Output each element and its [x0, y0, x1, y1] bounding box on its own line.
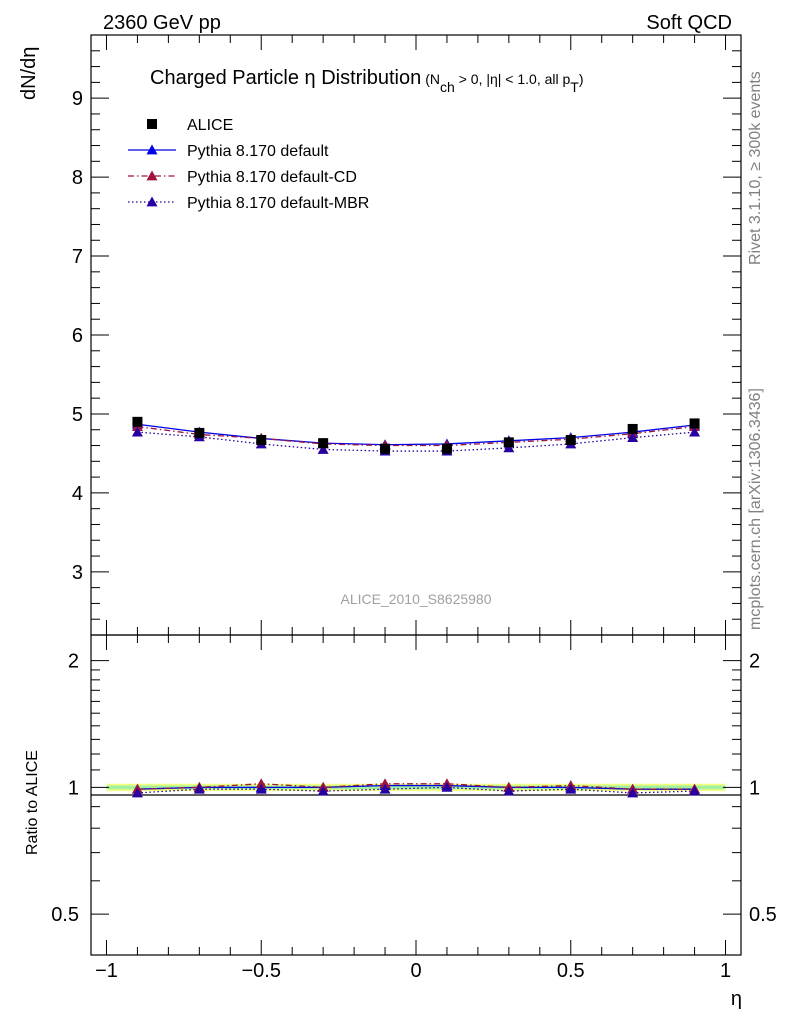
y-tick-label-ratio-right: 1: [749, 777, 760, 799]
point-mbr: [627, 787, 639, 798]
band-inner: [106, 785, 726, 790]
x-tick-label: −0.5: [241, 960, 280, 982]
y-tick-label-ratio: 2: [68, 651, 79, 673]
plot-title-cond-b: > 0, |η| < 1.0, all p: [455, 71, 571, 87]
point-mbr: [255, 783, 267, 794]
y-tick-label-ratio-right: 2: [749, 651, 760, 673]
plot-title-cond-a: (N: [425, 71, 440, 87]
y-tick-label-main: 6: [72, 325, 83, 347]
point-mbr: [441, 781, 453, 792]
point-alice: [503, 437, 514, 448]
point-mbr: [317, 785, 329, 796]
series-line-default: [137, 423, 695, 446]
y-tick-label-main: 8: [72, 167, 83, 189]
point-mbr: [689, 785, 701, 796]
series-line-cd: [137, 783, 695, 790]
point-mbr: [503, 785, 515, 796]
x-tick-label: 0.5: [557, 960, 585, 982]
plot-title-cond-c: ): [579, 71, 584, 87]
y-tick-label-ratio: 1: [68, 777, 79, 799]
y-tick-label-main: 4: [72, 483, 83, 505]
legend-label-cd: Pythia 8.170 default-CD: [187, 169, 357, 186]
point-alice: [318, 438, 329, 449]
axis-tick-labels: −1 −0.5 0 0.5 1 3 4 5 6 7 8 9 0.5 0.5 1 1 2 2: [51, 88, 777, 982]
analysis-watermark: ALICE_2010_S8625980: [340, 591, 491, 607]
legend-marker-alice: [147, 119, 157, 129]
y-tick-label-ratio-right: 0.5: [749, 904, 777, 926]
point-mbr: [379, 783, 391, 794]
y-tick-label-main: 5: [72, 404, 83, 426]
axis-ticks: [91, 34, 741, 955]
point-alice: [380, 443, 391, 454]
ratio-uncertainty-band: [106, 783, 726, 792]
plot-title-cond-sub: ch: [440, 79, 455, 95]
point-mbr: [627, 432, 639, 443]
y-tick-label-main: 3: [72, 562, 83, 584]
point-alice: [627, 423, 638, 434]
header-left: 2360 GeV pp: [103, 12, 221, 34]
x-tick-label: 1: [720, 960, 731, 982]
plot-title-main: Charged Particle η Distribution: [150, 67, 421, 89]
point-alice: [194, 427, 205, 438]
y-tick-label-main: 9: [72, 88, 83, 110]
series-line-cd: [137, 425, 695, 447]
point-alice: [256, 435, 267, 445]
legend-marker-default: [146, 144, 158, 155]
point-mbr: [565, 783, 577, 794]
series-line-mbr: [137, 786, 695, 794]
point-cd: [379, 778, 391, 789]
ratio-ylabel: Ratio to ALICE: [24, 750, 41, 855]
legend-marker-cd: [146, 170, 158, 181]
point-alice: [132, 416, 143, 427]
legend-label-alice: ALICE: [187, 117, 233, 134]
mcplots-reference-label: mcplots.cern.ch [arXiv:1306.3436]: [747, 388, 764, 630]
legend-symbols: [128, 119, 176, 207]
point-mbr: [131, 426, 143, 437]
plot-title: Charged Particle η Distribution (Nch > 0,…: [150, 67, 584, 95]
point-mbr: [689, 426, 701, 437]
ratio-series: [131, 778, 701, 798]
point-alice: [565, 435, 576, 445]
point-mbr: [193, 783, 205, 794]
rivet-version-label: Rivet 3.1.10, ≥ 300k events: [747, 71, 764, 265]
point-alice: [689, 418, 700, 429]
legend-label-default: Pythia 8.170 default: [187, 143, 329, 160]
point-mbr: [131, 787, 143, 798]
x-tick-label: 0: [410, 960, 421, 982]
legend-label-mbr: Pythia 8.170 default-MBR: [187, 195, 369, 212]
point-alice: [441, 443, 452, 454]
main-ylabel: dN/dη: [18, 47, 40, 100]
y-tick-label-ratio: 0.5: [51, 904, 79, 926]
legend: ALICE Pythia 8.170 default Pythia 8.170 …: [128, 117, 369, 212]
series-line-mbr: [137, 431, 695, 452]
x-tick-label: −1: [95, 960, 118, 982]
xlabel: η: [731, 988, 742, 1010]
main-series: [131, 416, 701, 456]
point-mbr: [317, 443, 329, 454]
legend-marker-mbr: [146, 196, 158, 207]
header-right: Soft QCD: [646, 12, 732, 34]
series-line-default: [137, 784, 695, 790]
y-tick-label-main: 7: [72, 246, 83, 268]
plot-title-cond-sub2: T: [570, 79, 579, 95]
point-cd: [255, 778, 267, 789]
